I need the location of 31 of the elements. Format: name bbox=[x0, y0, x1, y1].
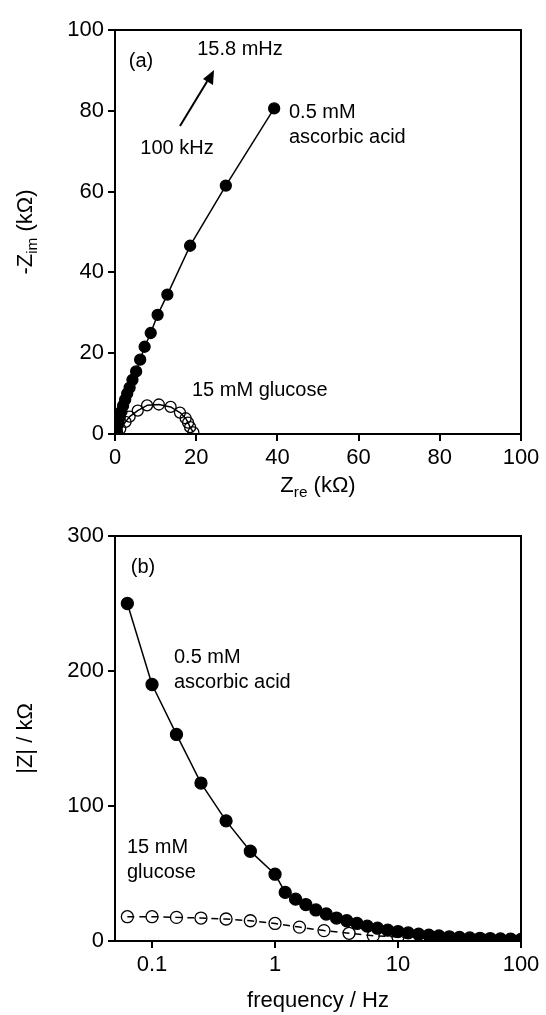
y-tick-label: 300 bbox=[67, 522, 104, 548]
annotation: 15.8 mHz bbox=[197, 36, 283, 59]
y-tick-label: 0 bbox=[91, 927, 104, 953]
y-axis-title: -Zim (kΩ) bbox=[12, 189, 40, 275]
series-label: 15 mM glucose bbox=[192, 377, 328, 400]
y-tick-label: 100 bbox=[67, 16, 104, 42]
y-axis-title: |Z| / kΩ bbox=[12, 703, 38, 774]
annotation: (a) bbox=[128, 48, 154, 71]
x-tick-label: 80 bbox=[427, 444, 453, 470]
y-tick-label: 0 bbox=[91, 420, 104, 446]
x-tick-label: 10 bbox=[385, 951, 411, 977]
annotation: 100 kHz bbox=[140, 135, 214, 158]
x-tick-label: 60 bbox=[346, 444, 371, 470]
series-label: 0.5 mM ascorbic acid bbox=[289, 99, 406, 147]
series-label: 15 mM glucose bbox=[127, 834, 196, 882]
y-tick-label: 80 bbox=[79, 96, 104, 122]
x-tick-label: 0.1 bbox=[136, 951, 168, 977]
x-tick-label: 1 bbox=[268, 951, 282, 977]
y-tick-label: 20 bbox=[79, 339, 104, 365]
annotation: (b) bbox=[130, 554, 156, 577]
y-tick-label: 40 bbox=[79, 258, 104, 284]
x-tick-label: 100 bbox=[502, 444, 540, 470]
y-tick-label: 100 bbox=[67, 792, 104, 818]
y-tick-label: 200 bbox=[67, 657, 104, 683]
x-tick-label: 100 bbox=[502, 951, 540, 977]
x-tick-label: 20 bbox=[183, 444, 209, 470]
series-label: 0.5 mM ascorbic acid bbox=[174, 644, 291, 692]
x-axis-title: frequency / Hz bbox=[247, 987, 389, 1013]
x-tick-label: 0 bbox=[108, 444, 122, 470]
y-tick-label: 60 bbox=[79, 177, 104, 203]
x-tick-label: 40 bbox=[265, 444, 290, 470]
